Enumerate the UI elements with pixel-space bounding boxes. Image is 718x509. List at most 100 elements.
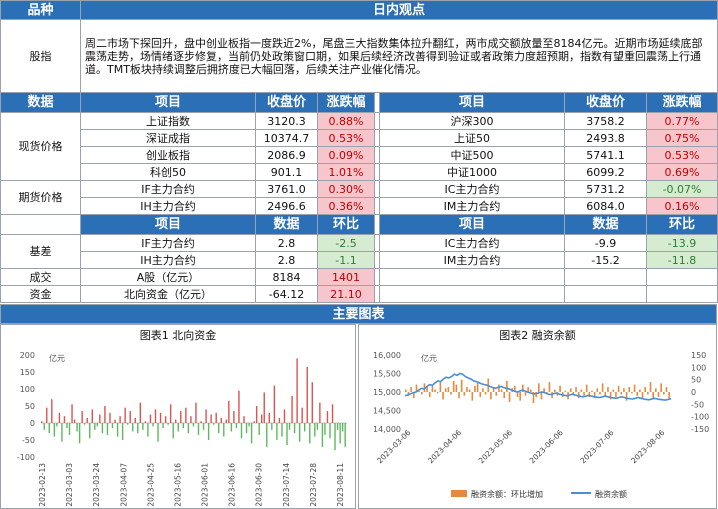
chart2-bar [668,392,670,399]
chart2-bar [551,392,553,399]
chart1-bar [341,423,344,432]
chart1-bar [73,419,76,423]
chart1-bar [101,423,104,434]
chart2-bar [495,392,498,396]
funds-name: 北向资金（亿元） [80,285,256,303]
chart2-xtick: 2023-06-06 [528,428,565,465]
chart1-bar [185,407,187,423]
chart2-bar [450,392,452,395]
chart2-bar [410,387,412,392]
chart1-bar [281,423,283,437]
basis-col-data-left: 数据 [255,214,318,235]
futures-change: 0.30% [317,180,375,198]
chart2-legend-swatch-bars [451,490,467,497]
opinion-category: 股指 [0,19,81,93]
funds-label: 资金 [0,285,81,303]
basis-value: -9.9 [564,234,647,252]
blank-cell [564,285,647,303]
chart1-xtick: 2023-04-25 [146,463,155,507]
chart1-bar [99,414,101,423]
chart2-right-ytick: -100 [691,413,709,422]
basis-value: 2.8 [255,234,318,252]
chart2-bar [474,385,476,392]
chart1-bar [56,423,58,427]
basis-name: IH主力合约 [80,251,256,269]
blank-cell [0,214,81,235]
chart2-bar [660,383,662,392]
col-item-right: 项目 [379,92,565,113]
chart2-bar [423,383,426,392]
spot-close: 2086.9 [255,146,318,164]
chart2-left-ytick: 16,000 [373,351,401,360]
chart2-bar [490,392,492,400]
chart1-bar [311,382,313,423]
chart1-bar [324,423,326,435]
chart2-bar [535,392,537,397]
chart2-bar [471,392,474,401]
chart1-bar [139,402,142,423]
chart2-left-ytick: 15,500 [373,370,401,379]
chart1-bar [51,399,53,423]
spot-close: 5741.1 [564,146,647,164]
chart2-bar [405,389,407,392]
chart2-bar [548,382,551,392]
chart2-bar [591,390,593,392]
chart1-xtick: 2023-02-13 [38,463,47,507]
basis-col-item-right: 项目 [379,214,565,235]
chart2-bar [596,388,599,392]
chart1-title: 图表1 北向资金 [139,329,217,342]
chart2-bar [447,387,450,392]
futures-name: IC主力合约 [379,180,565,198]
chart1-xtick: 2023-06-01 [201,463,210,507]
chart1-xtick: 2023-03-24 [92,463,101,507]
spot-name: 中证500 [379,146,565,164]
chart2-bar [532,392,535,404]
chart1-bar [187,423,190,434]
chart1-bar [276,423,278,440]
chart1-bar [339,423,341,444]
chart1-bar [157,423,159,442]
chart2-bar [442,392,444,400]
chart1-ytick: 150 [20,368,35,377]
chart1-bar [195,402,197,423]
chart2-bar [641,392,644,399]
chart1-bar [235,423,238,429]
spot-change: 0.69% [645,163,718,181]
chart1-bar [137,423,139,434]
chart2-bar [601,383,604,392]
spot-close: 3758.2 [564,112,647,130]
chart1-bar [304,423,306,432]
basis-col-mom-left: 环比 [317,214,375,235]
chart1-bar [314,423,316,437]
chart2-bar [559,385,561,392]
chart1-bar [197,423,200,435]
spot-name: 中证1000 [379,163,565,181]
basis-mom: -11.8 [645,251,718,269]
chart1-ytick: -50 [22,436,35,445]
chart1-bar [218,423,220,434]
chart2-bar [652,392,654,400]
chart2-bar [625,392,628,401]
chart2-bar [585,384,588,392]
chart2-bar [607,387,609,392]
chart2-bar [458,392,460,399]
basis-name: IC主力合约 [379,234,565,252]
chart2-bar [633,384,636,392]
chart1-bar [316,423,319,430]
chart2-bar [516,392,519,397]
chart2-bar [575,387,577,392]
chart2-bar [604,392,607,396]
header-variety: 品种 [0,0,81,20]
chart2-bar [617,385,620,392]
chart1-xtick: 2023-08-11 [336,463,345,507]
spot-change: 0.53% [645,146,718,164]
chart1-bar [53,423,56,437]
chart1-bar [134,417,136,423]
blank-cell [645,285,718,303]
chart1-xtick: 2023-04-07 [119,463,128,507]
chart2-line [404,372,672,401]
chart1-bar [288,423,291,430]
chart1-bar [319,402,321,423]
chart1-bar [248,423,250,427]
